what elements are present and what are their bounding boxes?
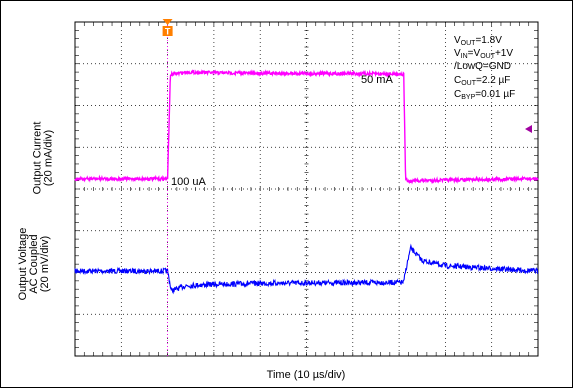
condition-vin: VIN​=VOUT​+1V xyxy=(454,48,513,60)
condition-cbyp: CBYP​=0.01 µF xyxy=(454,89,515,101)
y-axis-label-current: Output Current(20 mA/div) xyxy=(32,122,55,195)
trigger-label: T xyxy=(165,27,171,37)
annotation-50ma: 50 mA xyxy=(361,74,393,86)
trigger-box-icon xyxy=(162,26,173,36)
svg-text:Output VoltageAC Coupled(20 mV: Output VoltageAC Coupled(20 mV/div) xyxy=(17,228,51,301)
condition-cout: COUT​=2.2 µF xyxy=(454,75,510,87)
trigger-arrow-icon xyxy=(162,19,173,25)
y-axis-label-voltage: Output VoltageAC Coupled(20 mV/div) xyxy=(17,228,51,301)
condition-lowq: /LowQ=GND xyxy=(454,61,511,72)
svg-text:Output Current(20 mA/div): Output Current(20 mA/div) xyxy=(32,122,55,195)
scope-traces xyxy=(74,68,539,295)
x-axis-label: Time (10 µs/div) xyxy=(267,369,346,381)
test-conditions: VOUT​=1.8V VIN​=VOUT​+1V /LowQ=GND COUT​… xyxy=(454,35,515,101)
scope-grid xyxy=(74,21,539,357)
annotation-100ua: 100 uA xyxy=(171,176,207,188)
current-trace xyxy=(74,68,539,185)
voltage-trace xyxy=(74,243,539,295)
scope-markers: T xyxy=(162,19,532,356)
condition-vout: VOUT​=1.8V xyxy=(454,35,502,47)
level-marker-icon xyxy=(525,125,532,133)
